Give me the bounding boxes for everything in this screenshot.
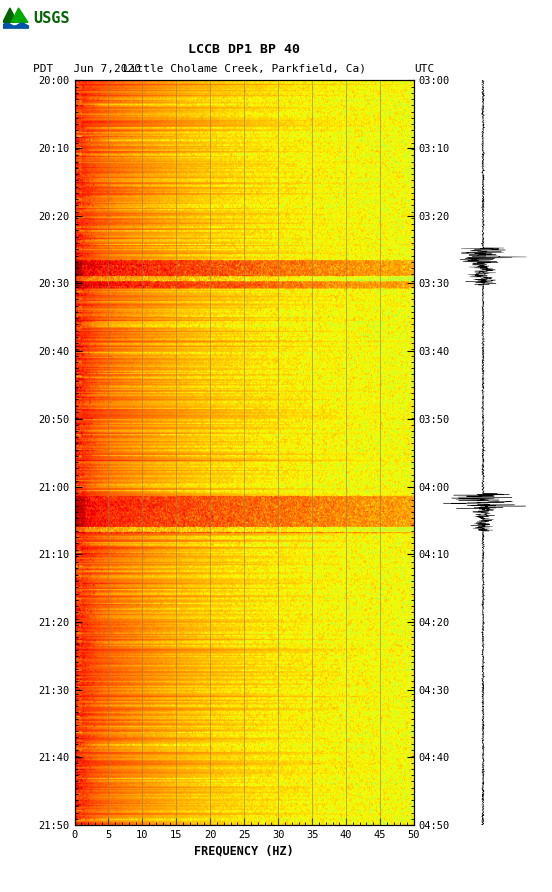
Polygon shape <box>3 8 17 22</box>
Polygon shape <box>12 8 28 22</box>
Text: UTC: UTC <box>414 63 434 74</box>
Text: USGS: USGS <box>33 12 70 26</box>
Text: Little Cholame Creek, Parkfield, Ca): Little Cholame Creek, Parkfield, Ca) <box>123 63 366 74</box>
Text: PDT   Jun 7,2020: PDT Jun 7,2020 <box>33 63 141 74</box>
Text: LCCB DP1 BP 40: LCCB DP1 BP 40 <box>188 43 300 55</box>
X-axis label: FREQUENCY (HZ): FREQUENCY (HZ) <box>194 844 294 857</box>
